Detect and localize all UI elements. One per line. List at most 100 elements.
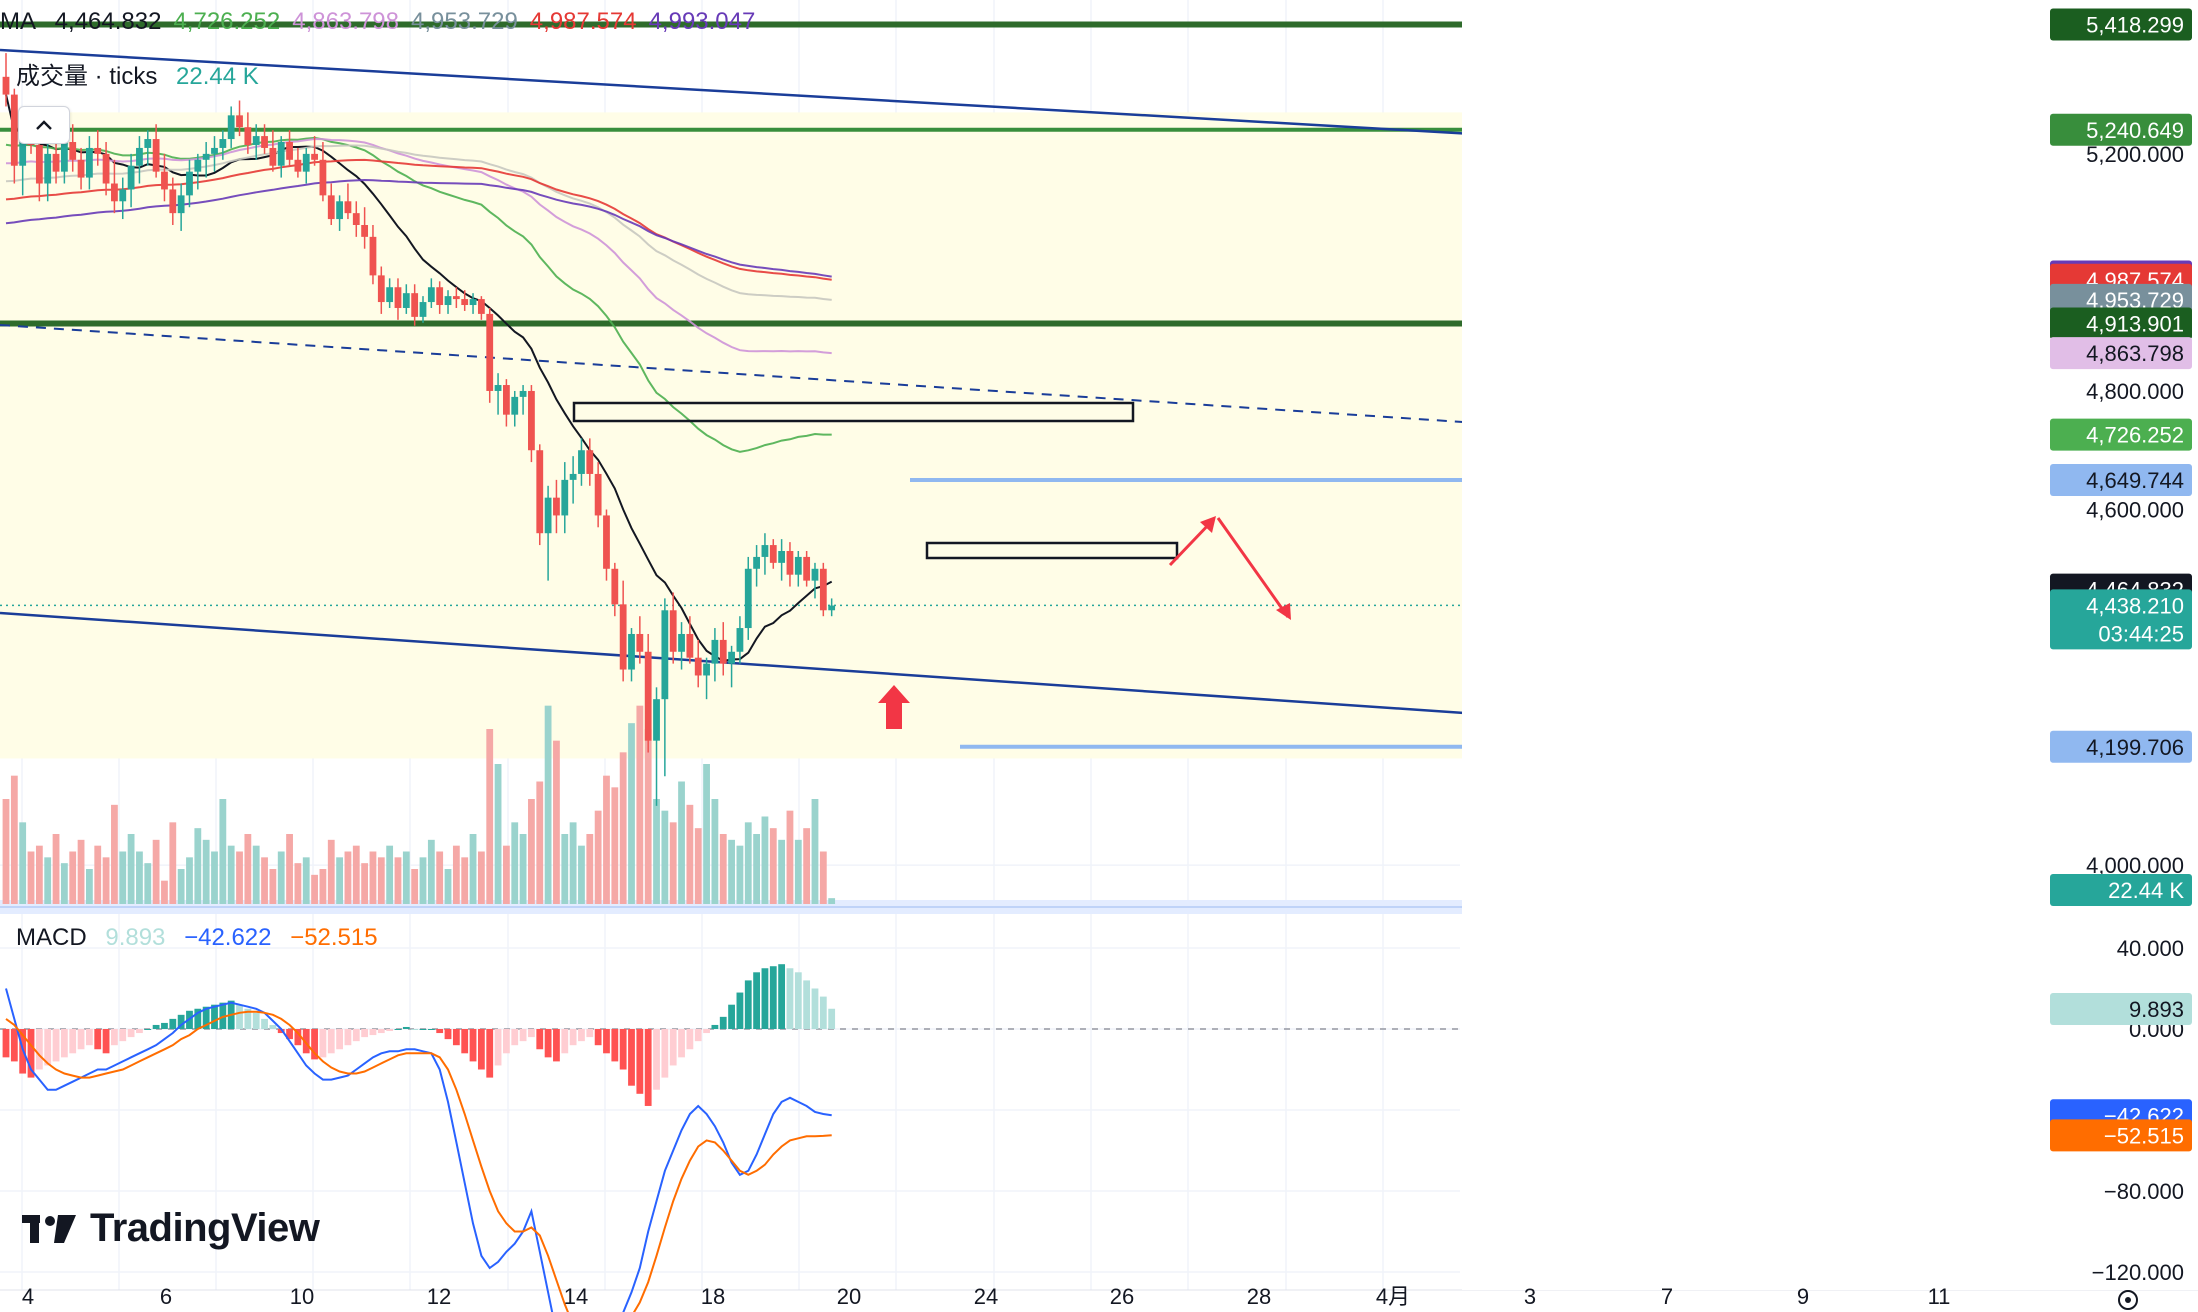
- volume-bar: [277, 851, 285, 904]
- time-tick-label: 18: [701, 1284, 725, 1309]
- moving-averages: [5, 94, 833, 662]
- candle-body: [803, 556, 811, 581]
- volume-bar: [10, 775, 18, 904]
- candle-body: [261, 136, 268, 148]
- macd-histogram-bar: [344, 1029, 352, 1046]
- candle: [711, 628, 719, 682]
- candle: [494, 373, 502, 415]
- candle: [402, 284, 410, 314]
- macd-histogram-bar: [544, 1029, 552, 1058]
- candle-body: [586, 450, 594, 474]
- candle-body: [2, 76, 10, 95]
- candle: [619, 580, 627, 682]
- price-badge-bg: [2050, 113, 2192, 146]
- volume-bar: [52, 834, 60, 904]
- ma-legend-value-4: 4,987.574: [529, 8, 637, 35]
- macd-histogram-bar: [386, 1029, 394, 1032]
- gear-ring: [2118, 1290, 2138, 1310]
- price-axis[interactable]: 5,200.000 4,800.000 4,600.000 4,000.000 5,41…: [1462, 0, 2198, 1290]
- macd-histogram-bar: [477, 1029, 485, 1070]
- volume-bar: [419, 857, 427, 904]
- price-badge: 4,913.901: [2050, 307, 2192, 340]
- volume-bar: [244, 834, 252, 904]
- macd-histogram-bar: [553, 1029, 560, 1062]
- time-axis[interactable]: 4 6 10 12 14 18 20 24 26 28 4月 3 7 9 11: [22, 1284, 2138, 1310]
- macd-histogram-bar: [778, 964, 786, 1029]
- time-tick-label: 12: [427, 1284, 451, 1309]
- collapse-legend-button[interactable]: [18, 106, 70, 144]
- price-badge-text: 5,418.299: [2086, 12, 2184, 37]
- price-badge: 4,726.252: [2050, 418, 2192, 451]
- macd-histogram-bar: [511, 1029, 519, 1046]
- volume-bar: [69, 851, 77, 904]
- candle: [261, 124, 268, 154]
- volume-bar: [744, 822, 752, 904]
- candle: [477, 296, 485, 320]
- volume-bar: [136, 851, 143, 904]
- macd-histogram-bar: [302, 1029, 310, 1054]
- candle: [86, 136, 93, 190]
- volume-bar: [202, 839, 210, 904]
- candle-body: [386, 287, 394, 303]
- candle-body: [469, 299, 477, 306]
- candle: [694, 639, 702, 688]
- macd-histogram-bar: [828, 1008, 836, 1029]
- candle-body: [44, 153, 52, 184]
- volume-bar: [678, 781, 685, 904]
- volume-bar: [336, 857, 343, 904]
- macd-legend[interactable]: MACD 9.893 −42.622 −52.515: [16, 924, 390, 952]
- candle: [144, 130, 152, 166]
- volume-bar: [286, 834, 293, 904]
- macd-badge-text: 9.893: [2129, 997, 2184, 1022]
- candle: [528, 385, 535, 463]
- macd-pane: [2, 964, 836, 1312]
- macd-histogram-bar: [411, 1029, 419, 1030]
- candle: [728, 645, 735, 688]
- macd-histogram-bar: [728, 1004, 735, 1029]
- candle: [828, 598, 836, 617]
- candle-body: [603, 515, 610, 569]
- candle-body: [503, 385, 510, 415]
- candle-body: [127, 165, 135, 190]
- volume-bar: [27, 851, 35, 904]
- volume-bar: [828, 898, 836, 904]
- candle-body: [319, 159, 327, 196]
- candle: [394, 278, 402, 320]
- candle-body: [811, 568, 819, 581]
- macd-histogram-bar: [69, 1029, 77, 1054]
- macd-histogram-bar: [503, 1029, 510, 1054]
- candle: [94, 130, 102, 166]
- ma-legend[interactable]: MA 4,464.832 4,726.252 4,863.798 4,953.729 4…: [0, 8, 779, 36]
- candle: [161, 153, 168, 202]
- candle: [811, 562, 819, 599]
- macd-histogram-bar: [144, 1029, 152, 1030]
- candle-body: [761, 545, 769, 557]
- macd-histogram-bar: [336, 1029, 343, 1050]
- candle: [386, 278, 394, 308]
- macd-legend-label: MACD: [16, 924, 87, 951]
- macd-badge-bg: [2050, 992, 2192, 1025]
- volume-legend[interactable]: 成交量 · ticks 22.44 K: [16, 56, 271, 91]
- candle-body: [69, 142, 77, 160]
- candle: [503, 379, 510, 427]
- macd-histogram-bar: [60, 1029, 68, 1058]
- volume-bar: [402, 851, 410, 904]
- candle-body: [511, 396, 519, 415]
- volume-bar: [811, 799, 819, 904]
- price-badge: 5,418.299: [2050, 8, 2192, 41]
- candle-body: [569, 473, 577, 480]
- candle: [703, 657, 710, 700]
- candle: [277, 136, 285, 178]
- macd-histogram-bar: [169, 1018, 177, 1029]
- volume-bar: [628, 723, 635, 904]
- time-tick-label: 26: [1110, 1284, 1134, 1309]
- volume-bar: [736, 845, 744, 904]
- macd-histogram-bar: [52, 1029, 60, 1062]
- macd-histogram-bar: [277, 1029, 285, 1034]
- volume-bar: [569, 822, 577, 904]
- macd-histogram-bar: [653, 1029, 660, 1090]
- ma-legend-value-1: 4,726.252: [173, 8, 281, 35]
- volume-bar: [119, 851, 127, 904]
- tradingview-logo[interactable]: TradingView: [22, 1206, 320, 1251]
